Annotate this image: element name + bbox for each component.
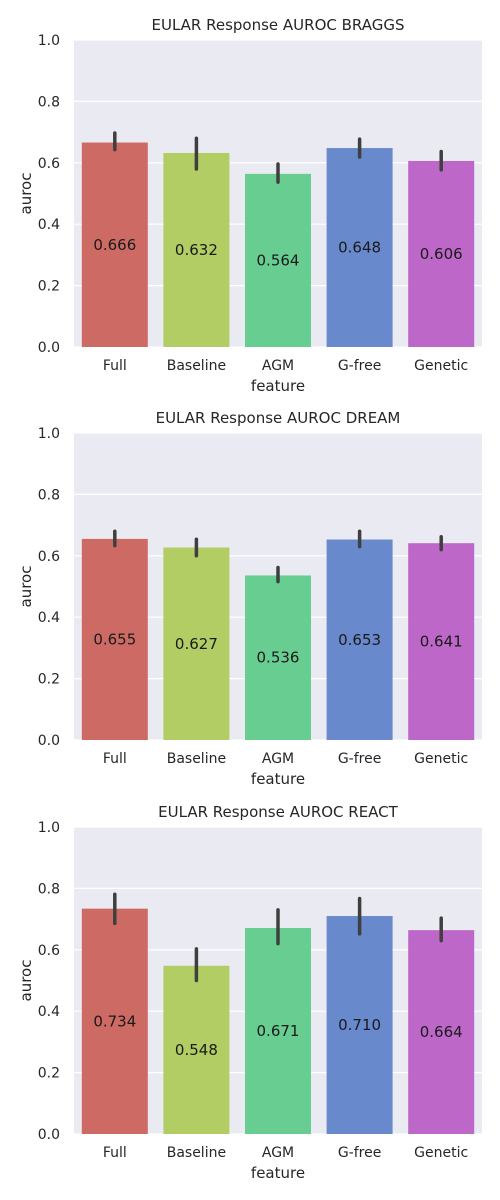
bar-g-free — [326, 916, 393, 1134]
y-tick-label: 0.2 — [38, 279, 60, 295]
bar-baseline — [163, 547, 230, 740]
y-axis-label: auroc — [17, 566, 35, 608]
x-tick-label: G-free — [338, 1145, 382, 1161]
bar-agm — [245, 173, 311, 347]
bar-genetic — [408, 930, 475, 1134]
bar-genetic — [408, 543, 475, 740]
data-label: 0.564 — [257, 251, 300, 269]
bar-g-free — [326, 148, 393, 347]
y-tick-label: 1.0 — [38, 426, 60, 442]
x-tick-label: Full — [103, 358, 127, 374]
y-tick-label: 0.8 — [38, 94, 60, 110]
data-label: 0.655 — [93, 630, 136, 648]
x-axis-label: feature — [251, 770, 305, 788]
x-tick-label: AGM — [262, 1145, 294, 1161]
x-axis-label: feature — [251, 377, 305, 395]
data-label: 0.648 — [338, 239, 381, 257]
data-label: 0.548 — [175, 1041, 218, 1059]
x-tick-label: Full — [103, 751, 127, 767]
x-tick-label: Genetic — [414, 751, 468, 767]
x-tick-label: Genetic — [414, 1145, 468, 1161]
data-label: 0.653 — [338, 631, 381, 649]
data-label: 0.734 — [93, 1012, 136, 1030]
y-tick-label: 0.2 — [38, 672, 60, 688]
data-label: 0.671 — [257, 1022, 300, 1040]
x-tick-label: Baseline — [167, 358, 226, 374]
bar-g-free — [326, 539, 393, 740]
y-tick-label: 0.6 — [38, 156, 60, 172]
data-label: 0.632 — [175, 241, 218, 259]
x-axis-label: feature — [251, 1164, 305, 1182]
data-label: 0.664 — [420, 1023, 463, 1041]
chart-panel-1: 0.0 0.2 0.4 0.6 0.8 1.0 0.666 Full 0.632 Baseline… — [17, 16, 482, 395]
y-tick-label: 0.8 — [38, 487, 60, 503]
bar-agm — [245, 928, 311, 1134]
chart-title: EULAR Response AUROC DREAM — [156, 409, 401, 427]
data-label: 0.666 — [93, 236, 136, 254]
chart-title: EULAR Response AUROC BRAGGS — [151, 16, 404, 34]
y-tick-label: 0.6 — [38, 943, 60, 959]
y-tick-label: 0.4 — [38, 1004, 60, 1020]
x-tick-label: AGM — [262, 751, 294, 767]
bar-baseline — [163, 152, 230, 347]
chart-panel-2: 0.0 0.2 0.4 0.6 0.8 1.0 0.655 Full 0.627 Baseline… — [17, 409, 482, 788]
y-tick-label: 0.2 — [38, 1066, 60, 1082]
chart-panel-3: 0.0 0.2 0.4 0.6 0.8 1.0 0.734 Full 0.548 Baseline… — [17, 803, 482, 1182]
data-label: 0.710 — [338, 1016, 381, 1034]
bar-agm — [245, 575, 311, 740]
bar-genetic — [408, 160, 475, 347]
y-tick-label: 0.4 — [38, 217, 60, 233]
bar-full — [81, 142, 148, 347]
x-tick-label: Baseline — [167, 751, 226, 767]
y-tick-label: 0.8 — [38, 881, 60, 897]
y-tick-label: 0.6 — [38, 549, 60, 565]
y-axis-label: auroc — [17, 960, 35, 1002]
x-tick-label: Baseline — [167, 1145, 226, 1161]
y-tick-label: 0.4 — [38, 610, 60, 626]
y-tick-label: 1.0 — [38, 33, 60, 49]
x-tick-label: Genetic — [414, 358, 468, 374]
y-tick-label: 0.0 — [38, 733, 60, 749]
data-label: 0.641 — [420, 633, 463, 651]
x-tick-label: Full — [103, 1145, 127, 1161]
data-label: 0.536 — [257, 649, 300, 667]
bar-baseline — [163, 965, 230, 1134]
y-tick-label: 0.0 — [38, 340, 60, 356]
x-tick-label: G-free — [338, 751, 382, 767]
x-tick-label: G-free — [338, 358, 382, 374]
chart-title: EULAR Response AUROC REACT — [158, 803, 399, 821]
bar-full — [81, 908, 148, 1134]
data-label: 0.606 — [420, 245, 463, 263]
bar-full — [81, 538, 148, 740]
data-label: 0.627 — [175, 635, 218, 653]
y-tick-label: 0.0 — [38, 1127, 60, 1143]
y-tick-label: 1.0 — [38, 820, 60, 836]
x-tick-label: AGM — [262, 358, 294, 374]
y-axis-label: auroc — [17, 173, 35, 215]
